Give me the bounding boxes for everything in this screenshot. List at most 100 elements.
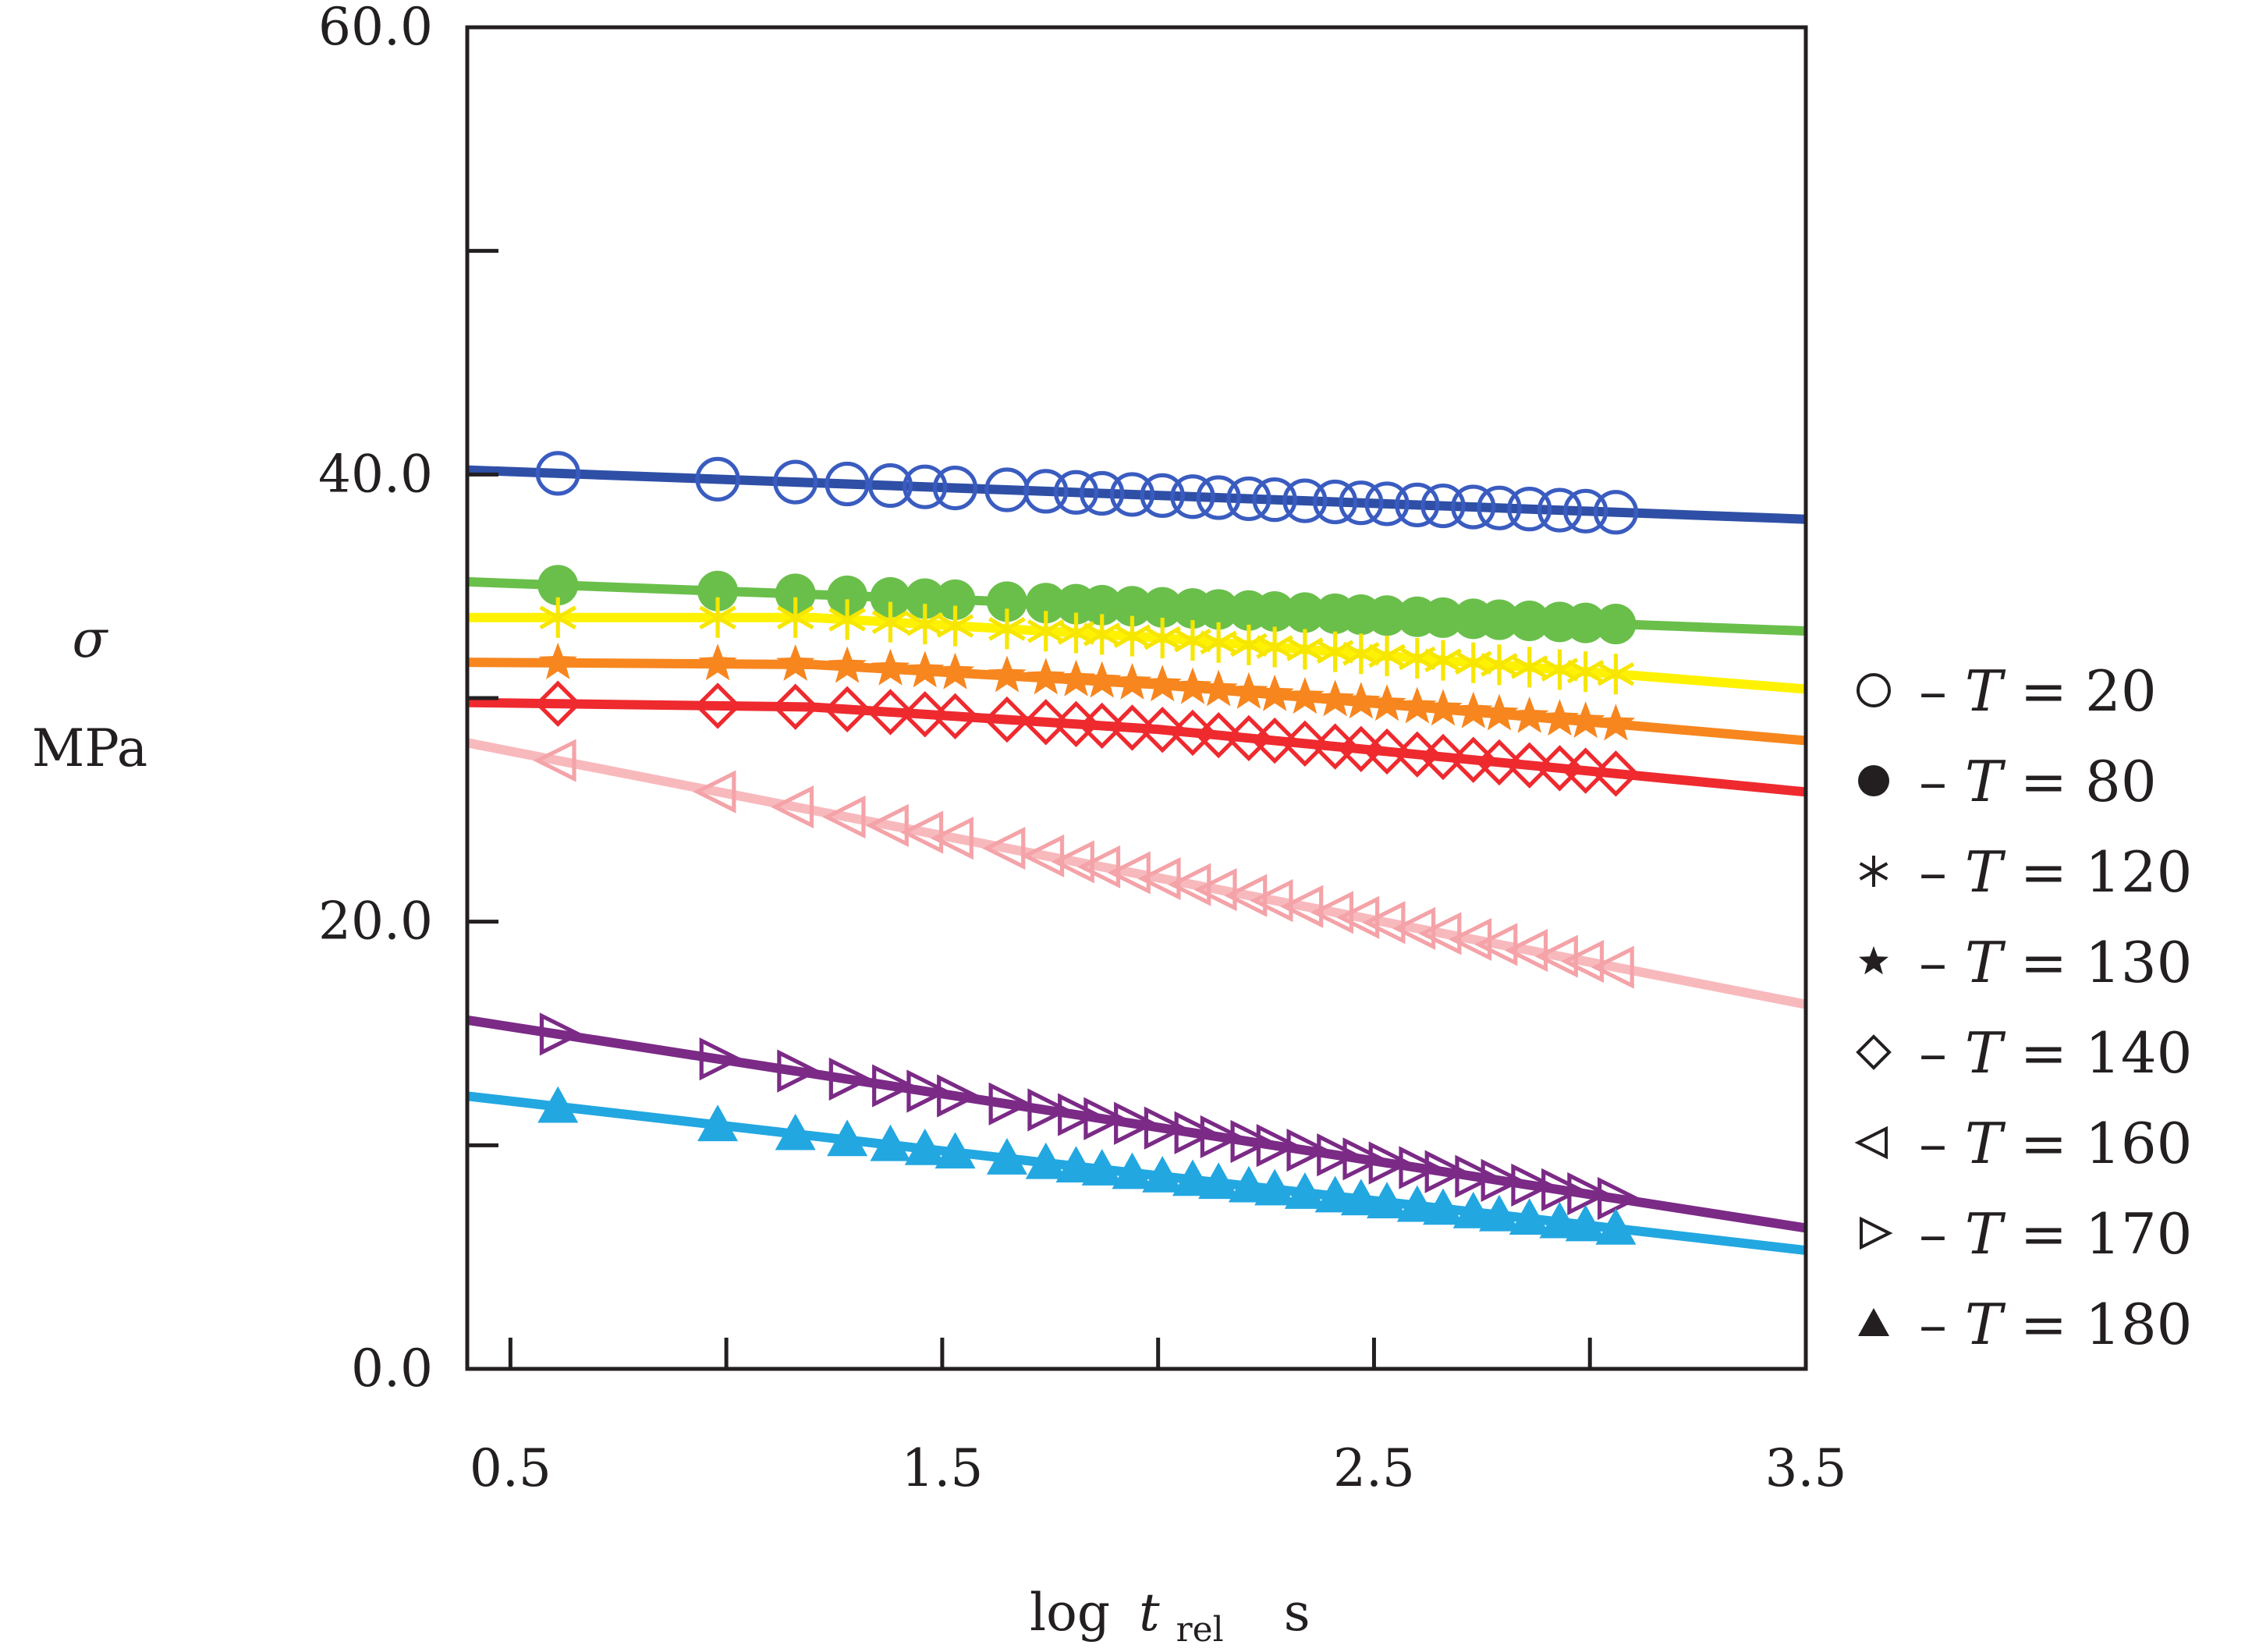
marker-shape <box>904 578 945 619</box>
data-point <box>1081 584 1122 626</box>
legend-value: = 80 <box>2002 749 2157 814</box>
marker-shape <box>1228 1165 1269 1203</box>
x-axis-label: log t rel s <box>1030 1583 1310 1648</box>
data-point <box>1083 661 1122 698</box>
data-point <box>1398 686 1437 724</box>
data-point <box>699 597 736 638</box>
data-point <box>1020 834 1065 877</box>
marker-shape <box>1172 1159 1213 1196</box>
marker-stroke <box>1597 661 1635 686</box>
marker-shape <box>1079 702 1126 750</box>
data-point <box>828 646 867 683</box>
marker-shape <box>1474 923 1518 966</box>
data-point <box>824 686 871 733</box>
data-point <box>1423 597 1464 638</box>
data-point <box>1114 1101 1158 1145</box>
data-point <box>1418 912 1462 955</box>
marker-shape <box>775 573 816 615</box>
data-point <box>1286 1129 1330 1172</box>
data-point <box>1562 747 1609 794</box>
marker-shape <box>1109 472 1155 517</box>
marker-shape <box>1081 584 1122 626</box>
marker-shape <box>1076 845 1121 888</box>
marker-shape <box>988 1082 1032 1126</box>
marker-shape <box>1081 1149 1122 1186</box>
series-markers-1 <box>537 565 1637 645</box>
marker-shape <box>1424 1150 1468 1193</box>
legend-entry: – T = 130 <box>1919 930 2192 995</box>
marker-shape <box>1139 706 1186 753</box>
data-point <box>1198 589 1239 630</box>
marker-stroke <box>1174 628 1211 653</box>
legend-marker <box>1860 1216 1893 1250</box>
x-axis-label-log: log <box>1030 1583 1110 1643</box>
marker-shape <box>1170 474 1215 519</box>
marker-shape <box>1200 1115 1243 1159</box>
marker-shape <box>1286 1129 1330 1172</box>
data-point <box>935 652 975 690</box>
marker-shape <box>1596 704 1636 741</box>
data-point <box>906 1069 950 1113</box>
data-point <box>1284 1172 1325 1209</box>
x-axis-label-t: t <box>1139 1583 1160 1643</box>
data-point <box>1023 699 1069 746</box>
data-point <box>986 581 1027 622</box>
data-point <box>776 597 814 638</box>
data-point <box>1368 1141 1412 1185</box>
marker-shape <box>1286 677 1325 714</box>
data-point <box>1540 699 1580 736</box>
marker-shape <box>932 465 978 511</box>
data-point <box>775 1113 816 1150</box>
data-point <box>1113 615 1151 657</box>
marker-shape <box>775 1113 816 1150</box>
marker-shape <box>1857 673 1891 707</box>
marker-shape <box>1367 684 1406 721</box>
data-point <box>1025 583 1066 624</box>
marker-shape <box>1284 1172 1325 1209</box>
marker-shape <box>988 655 1027 693</box>
marker-shape <box>1280 884 1324 928</box>
marker-shape <box>982 826 1026 870</box>
data-point <box>1142 1155 1183 1193</box>
marker-shape <box>772 683 819 730</box>
data-point <box>1027 1088 1071 1132</box>
marker-shape <box>1112 1152 1153 1189</box>
data-point <box>1198 1162 1239 1200</box>
data-point <box>1595 1207 1637 1245</box>
legend-prefix: – <box>1919 930 1965 995</box>
data-point <box>865 803 909 847</box>
data-point <box>937 1074 981 1118</box>
marker-shape <box>1198 589 1239 630</box>
legend: – T = 20– T = 80– T = 120– T = 130– T = … <box>1854 658 2192 1357</box>
marker-stroke <box>1200 630 1237 655</box>
data-point <box>1139 706 1186 753</box>
marker-shape <box>693 770 736 814</box>
series-markers-7 <box>537 1086 1637 1245</box>
marker-shape <box>828 1057 872 1101</box>
marker-shape <box>1480 693 1519 731</box>
x-axis-label-unit: s <box>1284 1583 1310 1643</box>
data-point <box>1023 469 1069 514</box>
marker-shape <box>828 646 867 683</box>
data-point <box>1317 1133 1360 1177</box>
data-point <box>932 465 978 511</box>
legend-prefix: – <box>1919 839 1965 905</box>
data-point <box>1364 728 1410 775</box>
data-point <box>899 810 944 854</box>
data-point <box>1340 1179 1381 1216</box>
data-point <box>1286 629 1324 670</box>
data-point <box>1315 679 1355 717</box>
marker-stroke <box>1368 643 1406 668</box>
marker-shape <box>1282 720 1328 768</box>
data-point <box>1478 599 1520 640</box>
data-point <box>534 680 581 727</box>
marker-shape <box>903 464 948 509</box>
marker-shape <box>1193 867 1237 912</box>
data-point <box>1286 677 1325 714</box>
marker-shape <box>1420 733 1466 781</box>
marker-shape <box>1510 696 1549 733</box>
marker-shape <box>1854 1126 1888 1160</box>
data-point <box>1395 482 1440 527</box>
